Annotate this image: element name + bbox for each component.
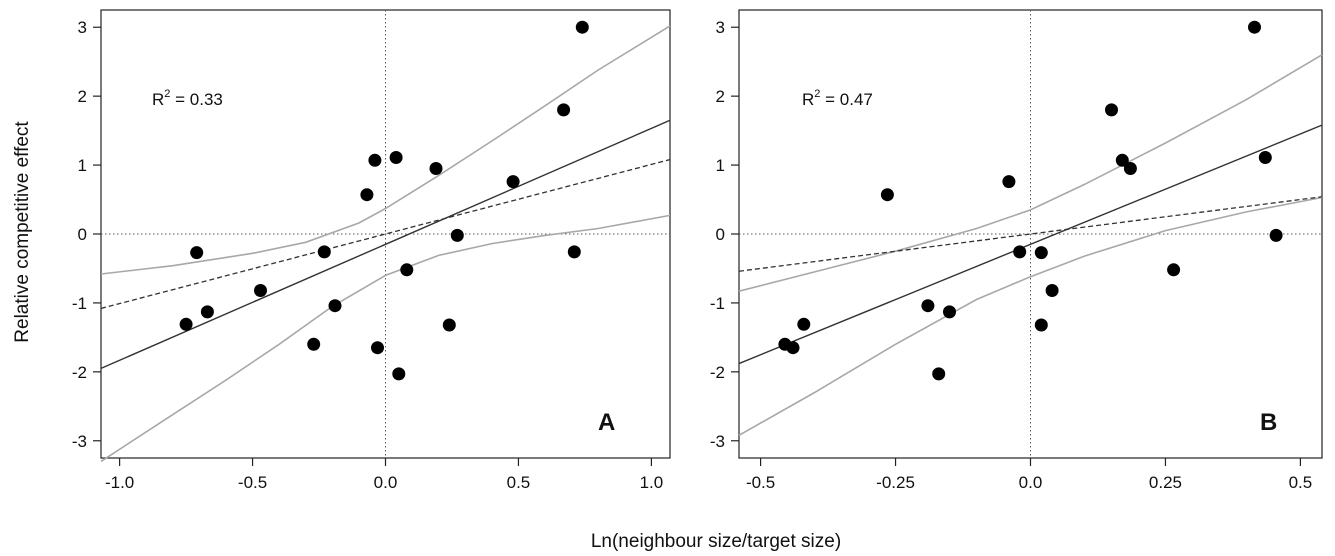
x-tick-label: -1.0 — [105, 473, 134, 492]
data-point — [557, 103, 571, 117]
x-ticks: -0.5 -0.25 0.0 0.25 0.5 — [746, 458, 1312, 492]
x-tick-label: -0.5 — [746, 473, 775, 492]
data-point — [450, 228, 464, 242]
x-tick-label: 0.5 — [1289, 473, 1313, 492]
regression-line — [738, 124, 1323, 365]
regression-lines — [738, 124, 1323, 365]
data-points — [778, 20, 1283, 381]
r2-value: = 0.47 — [820, 90, 872, 109]
r2-annotation: R2 = 0.47 — [802, 88, 873, 109]
data-point — [392, 367, 406, 381]
data-point — [921, 299, 935, 313]
data-point — [932, 367, 946, 381]
y-tick-label: -3 — [710, 432, 725, 451]
y-tick-label: 2 — [716, 87, 725, 106]
y-ticks: -3 -2 -1 0 1 2 3 — [72, 18, 101, 451]
ci-lower-curve — [738, 196, 1323, 436]
data-point — [442, 318, 456, 332]
data-point — [389, 151, 403, 164]
data-point — [190, 246, 204, 260]
y-tick-label: 3 — [78, 18, 87, 37]
data-point — [1045, 284, 1059, 297]
r2-annotation: R2 = 0.33 — [152, 88, 223, 109]
data-point — [1013, 245, 1027, 259]
data-point — [371, 341, 384, 355]
data-point — [575, 20, 589, 34]
data-point — [943, 305, 956, 319]
y-tick-label: 0 — [716, 225, 725, 244]
x-tick-label: -0.5 — [238, 473, 267, 492]
reference-dashed-line — [738, 196, 1323, 272]
data-point — [1034, 318, 1048, 332]
data-point — [1123, 162, 1137, 175]
x-axis-title: Ln(neighbour size/target size) — [591, 531, 841, 552]
x-tick-label: 0.25 — [1149, 473, 1182, 492]
data-points — [179, 20, 589, 381]
x-tick-label: 0.0 — [374, 473, 398, 492]
data-point — [328, 299, 342, 313]
ci-lower-curve — [100, 214, 671, 463]
data-point — [307, 337, 321, 351]
confidence-bands — [100, 25, 671, 463]
zero-lines — [101, 10, 670, 458]
y-tick-label: 1 — [716, 156, 725, 175]
data-point — [429, 162, 443, 175]
confidence-bands — [738, 54, 1323, 436]
data-point — [567, 245, 581, 259]
data-point — [179, 317, 193, 331]
data-point — [880, 188, 894, 202]
data-point — [254, 284, 267, 297]
r2-label: R — [152, 90, 164, 109]
panel-letter: A — [598, 409, 615, 436]
x-ticks: -1.0 -0.5 0.0 0.5 1.0 — [105, 458, 663, 492]
ci-upper-curve — [738, 54, 1323, 292]
y-tick-label: -2 — [72, 363, 87, 382]
regression-line — [100, 119, 671, 370]
y-tick-label: 1 — [78, 156, 87, 175]
data-point — [317, 245, 331, 259]
data-point — [360, 188, 374, 202]
x-tick-label: 0.0 — [1019, 473, 1043, 492]
regression-lines — [100, 119, 671, 370]
y-tick-label: 0 — [78, 225, 87, 244]
data-point — [1034, 246, 1048, 260]
data-point — [1167, 263, 1181, 277]
x-tick-label: 1.0 — [640, 473, 664, 492]
y-tick-label: -1 — [710, 294, 725, 313]
x-tick-label: 0.5 — [507, 473, 531, 492]
y-tick-label: -3 — [72, 432, 87, 451]
data-point — [1105, 103, 1118, 117]
x-tick-label: -0.25 — [876, 473, 915, 492]
data-point — [368, 153, 382, 167]
r2-superscript: 2 — [164, 88, 170, 100]
data-point — [506, 175, 520, 189]
y-ticks: -3 -2 -1 0 1 2 3 — [710, 18, 739, 451]
data-point — [1115, 153, 1129, 167]
reference-dashed-line — [100, 158, 671, 310]
data-point — [797, 317, 811, 331]
r2-label: R — [802, 90, 814, 109]
r2-value: = 0.33 — [170, 90, 222, 109]
data-point — [400, 263, 414, 277]
data-point — [1002, 175, 1016, 189]
zero-lines — [739, 10, 1322, 458]
panel-letter: B — [1260, 409, 1277, 436]
y-tick-label: -2 — [710, 363, 725, 382]
y-tick-label: -1 — [72, 294, 87, 313]
data-point — [1269, 228, 1283, 242]
y-tick-label: 3 — [716, 18, 725, 37]
r2-superscript: 2 — [814, 88, 820, 100]
data-point — [1248, 20, 1261, 34]
y-axis-title: Relative competitive effect — [12, 121, 33, 343]
data-point — [1258, 151, 1272, 164]
y-tick-label: 2 — [78, 87, 87, 106]
ci-upper-curve — [100, 25, 671, 275]
data-point — [786, 341, 800, 355]
data-point — [200, 305, 214, 319]
